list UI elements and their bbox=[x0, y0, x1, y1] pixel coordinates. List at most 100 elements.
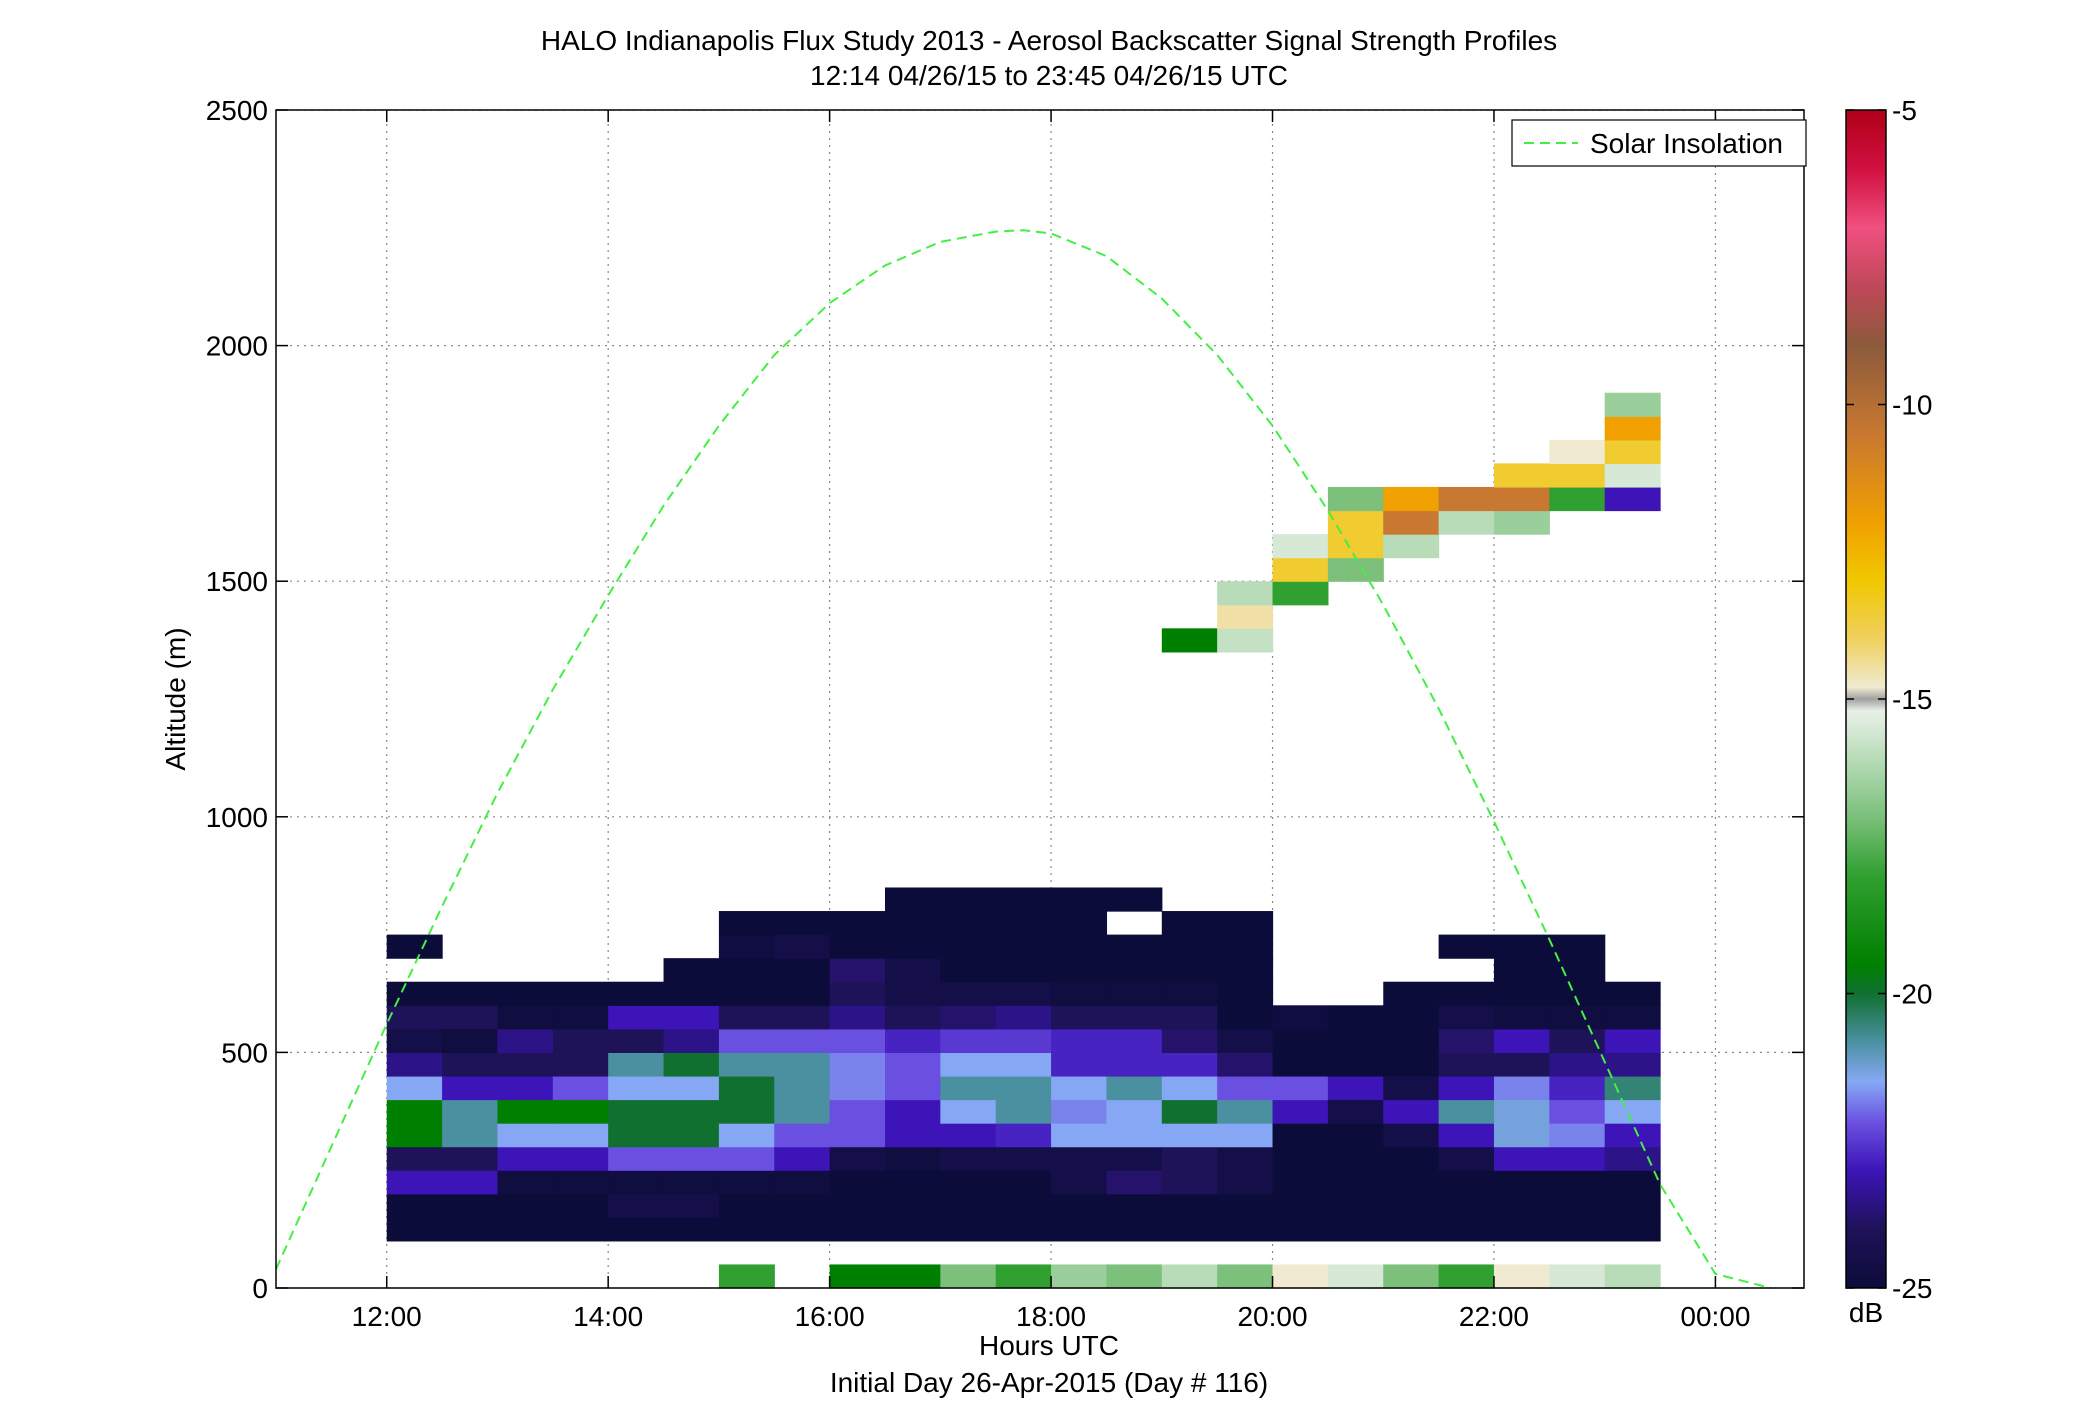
heatmap-cell bbox=[1549, 1099, 1606, 1124]
heatmap-cell bbox=[1327, 1217, 1384, 1242]
heatmap-cell bbox=[1217, 934, 1274, 959]
heatmap-cell bbox=[608, 1193, 665, 1218]
heatmap-cell bbox=[442, 1146, 499, 1171]
colorbar-tick-label: -25 bbox=[1892, 1273, 1932, 1304]
heatmap-cell bbox=[1383, 1075, 1440, 1101]
heatmap-cell bbox=[1493, 1264, 1550, 1289]
heatmap-cell bbox=[1217, 1123, 1274, 1148]
heatmap-cell bbox=[940, 981, 997, 1006]
heatmap-cell bbox=[1106, 958, 1163, 983]
heatmap-cell bbox=[1051, 1123, 1108, 1148]
heatmap-cell bbox=[774, 1217, 831, 1242]
heatmap-cell bbox=[1217, 1075, 1274, 1101]
heatmap-cell bbox=[1493, 486, 1550, 512]
heatmap-cell bbox=[1438, 1075, 1495, 1101]
heatmap-cell bbox=[1493, 1005, 1550, 1030]
heatmap-cell bbox=[1383, 1099, 1440, 1124]
heatmap-cell bbox=[1272, 1123, 1329, 1148]
heatmap-cell bbox=[1051, 1264, 1108, 1289]
heatmap-cell bbox=[1051, 1075, 1108, 1101]
heatmap-cell bbox=[1051, 1028, 1108, 1053]
heatmap-cell bbox=[940, 1123, 997, 1148]
colorbar-tick-label: -20 bbox=[1892, 979, 1932, 1010]
colorbar-ticks: -5 -10 -15 -20 -25 bbox=[1846, 95, 1932, 1304]
heatmap-cell bbox=[1106, 934, 1163, 959]
heatmap-cell bbox=[552, 1146, 609, 1171]
heatmap-cell bbox=[1051, 1193, 1108, 1218]
heatmap-cell bbox=[1272, 534, 1329, 559]
heatmap-cell bbox=[1549, 934, 1606, 959]
heatmap-cell bbox=[1549, 463, 1606, 488]
heatmap-cell bbox=[774, 911, 831, 936]
heatmap-cell bbox=[1161, 1217, 1218, 1242]
heatmap-cell bbox=[386, 1170, 443, 1195]
heatmap-cell bbox=[1604, 1075, 1661, 1101]
heatmap-cell bbox=[497, 1170, 554, 1195]
heatmap-cell bbox=[442, 1123, 499, 1148]
heatmap-cell bbox=[442, 1170, 499, 1195]
heatmap-cell bbox=[1161, 1052, 1218, 1077]
heatmap-cell bbox=[1604, 1028, 1661, 1053]
heatmap-cell bbox=[995, 1217, 1052, 1242]
heatmap-cell bbox=[1327, 1028, 1384, 1053]
heatmap-cell bbox=[940, 1028, 997, 1053]
heatmap-cell bbox=[1161, 911, 1218, 936]
heatmap-cell bbox=[718, 1052, 775, 1077]
heatmap-cell bbox=[386, 1123, 443, 1148]
heatmap-cell bbox=[1604, 1005, 1661, 1030]
heatmap-cell bbox=[1383, 510, 1440, 535]
heatmap-cell bbox=[1217, 1028, 1274, 1053]
heatmap-cell bbox=[1383, 1028, 1440, 1053]
heatmap-cell bbox=[1051, 958, 1108, 983]
heatmap-cell bbox=[829, 958, 886, 983]
heatmap-cell bbox=[829, 1028, 886, 1053]
heatmap-cell bbox=[829, 1005, 886, 1030]
heatmap-cell bbox=[774, 1028, 831, 1053]
heatmap-cell bbox=[884, 1099, 941, 1124]
heatmap-cell bbox=[663, 1005, 720, 1030]
heatmap-cell bbox=[497, 1075, 554, 1101]
heatmap-cell bbox=[442, 1052, 499, 1077]
heatmap-cell bbox=[1051, 1146, 1108, 1171]
heatmap-cell bbox=[1161, 1193, 1218, 1218]
heatmap-cell bbox=[1161, 1123, 1218, 1148]
heatmap-cell bbox=[1161, 1170, 1218, 1195]
heatmap-cell bbox=[718, 1099, 775, 1124]
heatmap-cell bbox=[718, 1005, 775, 1030]
heatmap-cell bbox=[1161, 958, 1218, 983]
y-tick-label: 2000 bbox=[206, 331, 268, 362]
heatmap-cell bbox=[1272, 557, 1329, 582]
heatmap-cell bbox=[1549, 958, 1606, 983]
solar-insolation-layer bbox=[275, 229, 1772, 1289]
heatmap-cell bbox=[552, 1099, 609, 1124]
heatmap-cell bbox=[1217, 958, 1274, 983]
heatmap-cell bbox=[774, 1005, 831, 1030]
heatmap-cell bbox=[1383, 1217, 1440, 1242]
heatmap-cell bbox=[1438, 1264, 1495, 1289]
heatmap-cell bbox=[663, 1146, 720, 1171]
heatmap-cell bbox=[552, 1217, 609, 1242]
colorbar-tick-label: -15 bbox=[1892, 684, 1932, 715]
heatmap-cell bbox=[1549, 1028, 1606, 1053]
heatmap-cell bbox=[1327, 1146, 1384, 1171]
heatmap-cell bbox=[497, 981, 554, 1006]
heatmap-cell bbox=[386, 981, 443, 1006]
heatmap-cell bbox=[386, 1075, 443, 1101]
x-tick-label: 00:00 bbox=[1680, 1301, 1750, 1332]
heatmap-cell bbox=[1106, 1264, 1163, 1289]
heatmap-cell bbox=[1327, 486, 1384, 512]
heatmap-cell bbox=[1106, 1123, 1163, 1148]
heatmap-cell bbox=[386, 1146, 443, 1171]
series-line-solar-insolation bbox=[275, 229, 1772, 1289]
heatmap-cell bbox=[940, 1264, 997, 1289]
heatmap-cell bbox=[884, 1123, 941, 1148]
heatmap-cell bbox=[1438, 1170, 1495, 1195]
heatmap-cell bbox=[552, 1123, 609, 1148]
heatmap-cell bbox=[1161, 628, 1218, 653]
heatmap-cell bbox=[884, 1193, 941, 1218]
heatmap-cell bbox=[552, 1005, 609, 1030]
heatmap-cell bbox=[829, 1099, 886, 1124]
heatmap-cell bbox=[1217, 981, 1274, 1006]
heatmap-cell bbox=[1549, 486, 1606, 512]
heatmap-cell bbox=[1604, 416, 1661, 441]
